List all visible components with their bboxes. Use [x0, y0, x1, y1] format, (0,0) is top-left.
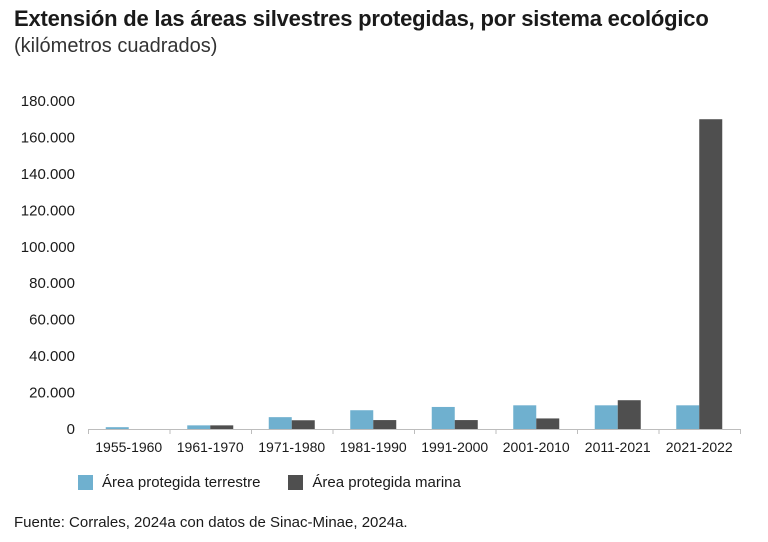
y-tick-label: 80.000	[29, 275, 75, 292]
x-tick-label: 1955-1960	[95, 439, 162, 455]
bar-marina	[291, 420, 315, 429]
x-tick-label: 1991-2000	[421, 439, 488, 455]
y-tick-label: 120.000	[21, 202, 75, 219]
bar-terrestre	[594, 405, 618, 429]
y-tick-label: 60.000	[29, 312, 75, 329]
legend: Área protegida terrestre Área protegida …	[78, 474, 489, 491]
bar-terrestre	[431, 406, 455, 429]
bar-marina	[617, 400, 641, 429]
y-tick-label: 160.000	[21, 129, 75, 146]
bar-terrestre	[676, 405, 700, 429]
bar-chart: 0 20.000 40.000 60.000 80.000 100.000 120.000 1…	[21, 93, 741, 455]
bar-marina	[699, 119, 723, 429]
bar-terrestre	[350, 410, 374, 429]
legend-label-terrestre: Área protegida terrestre	[102, 474, 261, 491]
x-tick-label: 1961-1970	[177, 439, 244, 455]
bar-marina	[454, 420, 478, 429]
legend-item-marina: Área protegida marina	[288, 474, 461, 491]
source-note: Fuente: Corrales, 2024a con datos de Sin…	[14, 514, 408, 531]
x-tick-label: 1971-1980	[258, 439, 325, 455]
x-tick-label: 2001-2010	[503, 439, 570, 455]
x-tick-label: 2011-2021	[585, 439, 651, 455]
bar-marina	[536, 418, 560, 429]
legend-swatch-marina	[288, 475, 304, 490]
bar-terrestre	[513, 405, 537, 429]
bar-marina	[210, 425, 234, 429]
bar-marina	[373, 420, 397, 429]
bar-terrestre	[187, 425, 211, 429]
y-tick-label: 0	[67, 421, 75, 438]
legend-swatch-terrestre	[78, 475, 93, 490]
legend-item-terrestre: Área protegida terrestre	[78, 474, 260, 491]
chart-title: Extensión de las áreas silvestres proteg…	[14, 6, 709, 31]
bar-terrestre	[268, 417, 292, 429]
y-tick-label: 180.000	[21, 93, 75, 110]
x-tick-label: 1981-1990	[340, 439, 407, 455]
y-tick-label: 20.000	[29, 385, 75, 402]
y-tick-label: 100.000	[21, 239, 75, 256]
bar-terrestre	[105, 427, 129, 429]
x-tick-label: 2021-2022	[666, 439, 733, 455]
y-tick-label: 140.000	[21, 166, 75, 183]
legend-label-marina: Área protegida marina	[312, 474, 461, 491]
chart-subtitle: (kilómetros cuadrados)	[14, 35, 218, 57]
y-tick-label: 40.000	[29, 348, 75, 365]
